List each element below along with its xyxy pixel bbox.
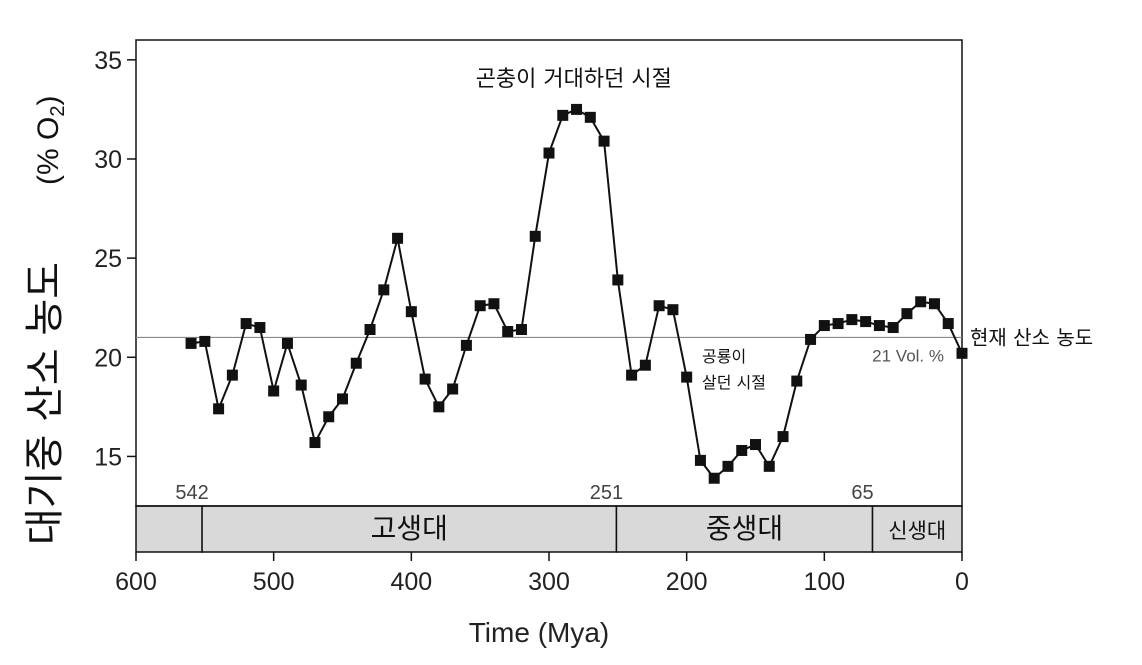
y-tick-label-1: 20 (94, 344, 122, 372)
data-point-9 (309, 437, 321, 449)
data-point-10 (323, 411, 335, 423)
data-point-33 (639, 359, 651, 371)
data-point-54 (928, 298, 940, 310)
y-tick-label-0: 15 (94, 443, 122, 471)
y-axis-label-unit: (% O2) (32, 96, 69, 185)
data-point-18 (433, 401, 445, 413)
current-oxygen-label: 현재 산소 농도 (970, 325, 1093, 349)
x-tick-label-4: 200 (666, 568, 708, 596)
y-axis-unit-text: (% O (32, 117, 65, 185)
data-point-24 (515, 324, 527, 336)
dino-era-annotation-line1: 공룡이 (702, 347, 746, 366)
data-point-41 (750, 439, 761, 451)
data-point-55 (942, 318, 954, 330)
data-point-47 (832, 318, 844, 330)
era-boundary-label-2: 65 (851, 482, 873, 504)
era-label-1: 고생대 (371, 512, 448, 545)
y-axis-unit-close: ) (32, 96, 65, 106)
era-segment-0 (135, 505, 203, 553)
era-boundary-label-0: 542 (175, 482, 208, 504)
data-point-40 (736, 444, 748, 456)
data-point-50 (873, 320, 885, 332)
x-tick-label-3: 300 (528, 568, 570, 596)
data-point-45 (805, 333, 817, 345)
data-point-37 (694, 454, 706, 466)
data-point-46 (818, 320, 830, 332)
series-line (190, 108, 963, 480)
era-label-3: 신생대 (888, 519, 946, 543)
data-point-44 (791, 375, 803, 387)
data-point-21 (474, 300, 486, 312)
data-point-26 (543, 147, 555, 159)
data-point-4 (240, 318, 252, 330)
data-point-31 (612, 274, 624, 286)
era-segment-1 (201, 505, 618, 553)
data-point-16 (405, 306, 417, 318)
x-tick-label-6: 0 (955, 568, 969, 596)
data-point-20 (460, 339, 472, 351)
data-point-14 (378, 284, 390, 296)
data-point-29 (584, 111, 596, 123)
y-tick-label-4: 35 (94, 47, 122, 75)
data-point-28 (571, 103, 583, 115)
data-point-49 (860, 316, 872, 328)
axis-ticks: 15 20 25 30 35 600 500 400 300 200 100 0 (94, 47, 969, 596)
data-point-6 (268, 385, 280, 397)
data-point-12 (350, 357, 362, 369)
data-point-27 (557, 109, 569, 121)
era-label-2: 중생대 (706, 512, 783, 545)
era-bar: 고생대 중생대 신생대 542 251 65 (135, 482, 963, 553)
data-point-51 (887, 322, 899, 334)
data-point-2 (213, 403, 225, 415)
y-tick-label-2: 25 (94, 245, 122, 273)
x-tick-label-2: 400 (390, 568, 432, 596)
data-point-56 (956, 347, 968, 359)
data-point-22 (488, 298, 500, 310)
series-oxygen (185, 103, 968, 484)
reference-line-label: 21 Vol. % (872, 346, 944, 365)
y-axis-unit-subscript: 2 (47, 106, 69, 117)
data-point-42 (763, 460, 775, 472)
data-point-11 (337, 393, 348, 405)
plot-frame (135, 39, 963, 507)
data-point-23 (502, 325, 514, 337)
data-point-35 (667, 304, 679, 316)
y-axis-label-main: 대기중 산소 농도 (22, 262, 68, 545)
data-point-30 (598, 135, 610, 147)
y-tick-label-3: 30 (94, 146, 122, 174)
insect-era-annotation: 곤충이 거대하던 시절 (476, 67, 672, 92)
data-point-32 (626, 369, 638, 381)
dino-era-annotation-line2: 살던 시절 (702, 373, 766, 392)
data-point-13 (364, 324, 376, 336)
data-point-17 (419, 373, 431, 385)
data-point-53 (915, 296, 927, 308)
data-point-38 (708, 472, 720, 484)
data-point-7 (281, 337, 293, 349)
data-point-8 (295, 379, 307, 391)
data-point-36 (681, 371, 693, 383)
data-point-52 (901, 308, 913, 320)
era-boundary-label-1: 251 (590, 482, 623, 504)
data-point-43 (777, 431, 789, 443)
data-point-48 (846, 314, 858, 326)
x-axis-label: Time (Mya) (469, 617, 610, 648)
era-segment-2 (615, 505, 874, 553)
data-point-5 (254, 322, 266, 334)
data-point-3 (226, 369, 238, 381)
data-point-19 (447, 383, 459, 395)
y-axis-label: 대기중 산소 농도 (% O2) (22, 96, 69, 545)
data-point-1 (199, 335, 211, 347)
x-tick-label-5: 100 (803, 568, 845, 596)
x-tick-label-1: 500 (253, 568, 295, 596)
data-point-34 (653, 300, 665, 312)
x-tick-label-0: 600 (115, 568, 157, 596)
data-point-39 (722, 460, 734, 472)
data-point-0 (185, 337, 197, 349)
data-point-15 (392, 232, 404, 244)
data-point-25 (529, 230, 541, 242)
